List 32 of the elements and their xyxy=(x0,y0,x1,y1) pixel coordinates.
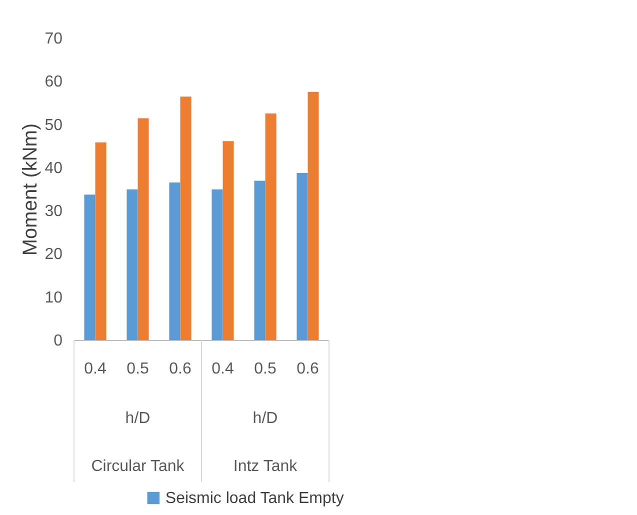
y-tick-label: 10 xyxy=(44,289,63,306)
y-tick-label: 40 xyxy=(44,160,63,177)
bar xyxy=(212,189,223,340)
y-tick-label: 0 xyxy=(54,332,63,350)
bar xyxy=(254,180,266,340)
y-tick-label: 70 xyxy=(44,30,63,48)
text: h/D xyxy=(125,410,150,427)
y-tick-label: 50 xyxy=(44,116,63,134)
bar xyxy=(84,194,96,340)
y-tick-label: 30 xyxy=(44,203,63,220)
bar xyxy=(138,118,149,340)
bar xyxy=(126,189,138,340)
x-tick-label: 0.6 xyxy=(296,360,319,378)
bar xyxy=(265,114,276,340)
legend-label: Seismic load Tank Empty xyxy=(165,490,344,507)
bar xyxy=(296,173,308,340)
text: Intz Tank xyxy=(233,458,298,475)
text: h/D xyxy=(252,410,278,427)
x-tick-label: 0.5 xyxy=(254,360,276,378)
y-tick-label: 20 xyxy=(44,246,63,264)
bar xyxy=(180,96,192,340)
y-axis-title: Moment (kNm) xyxy=(20,123,42,256)
bar xyxy=(169,182,180,340)
bar xyxy=(222,141,234,340)
bar xyxy=(95,142,106,340)
y-tick-label: 60 xyxy=(44,74,63,91)
x-tick-label: 0.6 xyxy=(169,360,192,378)
bar xyxy=(308,92,319,340)
text: Circular Tank xyxy=(91,458,186,475)
x-tick-label: 0.4 xyxy=(212,360,234,378)
x-tick-label: 0.5 xyxy=(126,360,149,378)
x-tick-label: 0.4 xyxy=(84,360,106,378)
